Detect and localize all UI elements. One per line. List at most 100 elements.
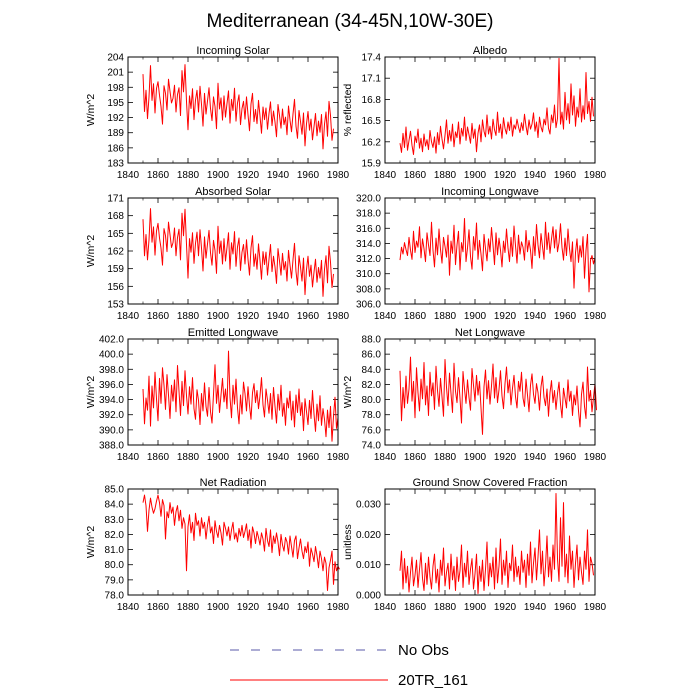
series-line-20tr-161 bbox=[142, 350, 339, 442]
y-axis-label: % reflected bbox=[342, 84, 354, 137]
y-tick-label: 189 bbox=[107, 128, 124, 139]
x-tick-label: 1880 bbox=[434, 602, 457, 613]
x-tick-label: 1860 bbox=[147, 170, 170, 181]
x-tick-label: 1920 bbox=[494, 170, 517, 181]
x-tick-label: 1920 bbox=[237, 311, 260, 322]
panels: Incoming Solar W/m^2 1840 1860 1880 1900 1920 1… bbox=[85, 45, 607, 613]
x-tick-label: 1860 bbox=[147, 452, 170, 463]
y-tick-label: 82.0 bbox=[105, 530, 125, 541]
chart-panel-5: Emitted Longwave W/m^2 1840 1860 1880 1900 192… bbox=[85, 327, 350, 463]
x-tick-label: 1980 bbox=[327, 602, 350, 613]
chart-title: Incoming Longwave bbox=[441, 186, 539, 198]
y-tick-label: 186 bbox=[107, 143, 124, 154]
x-tick-label: 1960 bbox=[297, 602, 320, 613]
x-tick-label: 1920 bbox=[237, 170, 260, 181]
chart-title: Ground Snow Covered Fraction bbox=[413, 477, 568, 489]
chart-panel-4: Incoming Longwave 1840 1860 1880 1900 1920 194… bbox=[356, 186, 607, 322]
y-tick-label: 192 bbox=[107, 113, 124, 124]
x-tick-label: 1920 bbox=[237, 602, 260, 613]
y-tick-label: 81.0 bbox=[105, 545, 125, 556]
x-tick-label: 1880 bbox=[177, 311, 200, 322]
y-tick-label: 392.0 bbox=[99, 410, 124, 421]
x-tick-label: 1900 bbox=[207, 602, 230, 613]
x-tick-label: 1900 bbox=[464, 452, 487, 463]
y-axis-label: W/m^2 bbox=[85, 526, 97, 559]
y-tick-label: 306.0 bbox=[356, 300, 381, 311]
series-line-20tr-161 bbox=[142, 64, 334, 150]
y-tick-label: 80.0 bbox=[105, 560, 125, 571]
x-tick-label: 1840 bbox=[117, 602, 140, 613]
y-tick-label: 318.0 bbox=[356, 209, 381, 220]
y-tick-label: 16.2 bbox=[362, 137, 382, 148]
y-tick-label: 159 bbox=[107, 264, 124, 275]
y-tick-label: 0.020 bbox=[356, 530, 381, 541]
y-tick-label: 0.030 bbox=[356, 500, 381, 511]
x-tick-label: 1960 bbox=[554, 170, 577, 181]
y-tick-label: 165 bbox=[107, 229, 124, 240]
chart-title: Net Radiation bbox=[200, 477, 267, 489]
y-tick-label: 78.0 bbox=[362, 410, 382, 421]
y-axis-label: W/m^2 bbox=[342, 376, 354, 409]
x-tick-label: 1980 bbox=[584, 602, 607, 613]
y-tick-label: 400.0 bbox=[99, 350, 124, 361]
y-tick-label: 153 bbox=[107, 300, 124, 311]
y-tick-label: 162 bbox=[107, 247, 124, 258]
x-tick-label: 1860 bbox=[404, 602, 427, 613]
y-axis-label: unitless bbox=[342, 524, 354, 560]
y-tick-label: 17.1 bbox=[362, 74, 382, 85]
x-tick-label: 1880 bbox=[177, 452, 200, 463]
x-tick-label: 1900 bbox=[464, 602, 487, 613]
x-tick-label: 1880 bbox=[177, 602, 200, 613]
y-tick-label: 320.0 bbox=[356, 194, 381, 205]
x-tick-label: 1920 bbox=[494, 602, 517, 613]
y-axis-label: W/m^2 bbox=[85, 235, 97, 268]
x-tick-label: 1840 bbox=[117, 452, 140, 463]
y-tick-label: 195 bbox=[107, 98, 124, 109]
x-tick-label: 1960 bbox=[554, 452, 577, 463]
series-line-20tr-161 bbox=[399, 356, 597, 435]
y-tick-label: 84.0 bbox=[362, 365, 382, 376]
y-tick-label: 79.0 bbox=[105, 575, 125, 586]
x-tick-label: 1960 bbox=[554, 311, 577, 322]
x-tick-label: 1960 bbox=[297, 170, 320, 181]
y-tick-label: 402.0 bbox=[99, 335, 124, 346]
plot-frame bbox=[384, 197, 596, 305]
y-tick-label: 17.4 bbox=[362, 53, 382, 64]
x-tick-label: 1900 bbox=[207, 452, 230, 463]
legend-label-no-obs: No Obs bbox=[398, 642, 449, 659]
y-tick-label: 394.0 bbox=[99, 395, 124, 406]
x-tick-label: 1940 bbox=[267, 311, 290, 322]
plot-frame bbox=[127, 338, 339, 446]
x-tick-label: 1900 bbox=[464, 311, 487, 322]
x-tick-label: 1980 bbox=[584, 311, 607, 322]
y-tick-label: 388.0 bbox=[99, 441, 124, 452]
x-tick-label: 1960 bbox=[297, 311, 320, 322]
y-tick-label: 204 bbox=[107, 53, 124, 64]
plot-frame bbox=[384, 338, 596, 446]
x-tick-label: 1880 bbox=[177, 170, 200, 181]
chart-title: Albedo bbox=[473, 45, 507, 57]
x-tick-label: 1840 bbox=[374, 602, 397, 613]
x-tick-label: 1940 bbox=[524, 311, 547, 322]
y-tick-label: 0.000 bbox=[356, 591, 381, 602]
plot-frame bbox=[127, 488, 339, 596]
y-tick-label: 82.0 bbox=[362, 380, 382, 391]
y-tick-label: 85.0 bbox=[105, 485, 125, 496]
y-tick-label: 312.0 bbox=[356, 254, 381, 265]
chart-panel-8: Ground Snow Covered Fraction unitless 1840… bbox=[342, 477, 607, 613]
y-tick-label: 316.0 bbox=[356, 224, 381, 235]
y-tick-label: 86.0 bbox=[362, 350, 382, 361]
chart-title: Net Longwave bbox=[455, 327, 525, 339]
plot-frame bbox=[127, 197, 339, 305]
series-line-20tr-161 bbox=[399, 57, 594, 156]
x-tick-label: 1980 bbox=[584, 452, 607, 463]
x-tick-label: 1940 bbox=[267, 170, 290, 181]
chart-title: Incoming Solar bbox=[196, 45, 270, 57]
x-tick-label: 1980 bbox=[584, 170, 607, 181]
x-tick-label: 1860 bbox=[404, 170, 427, 181]
x-tick-label: 1900 bbox=[464, 170, 487, 181]
y-tick-label: 16.8 bbox=[362, 95, 382, 106]
x-tick-label: 1860 bbox=[404, 452, 427, 463]
x-tick-label: 1900 bbox=[207, 170, 230, 181]
